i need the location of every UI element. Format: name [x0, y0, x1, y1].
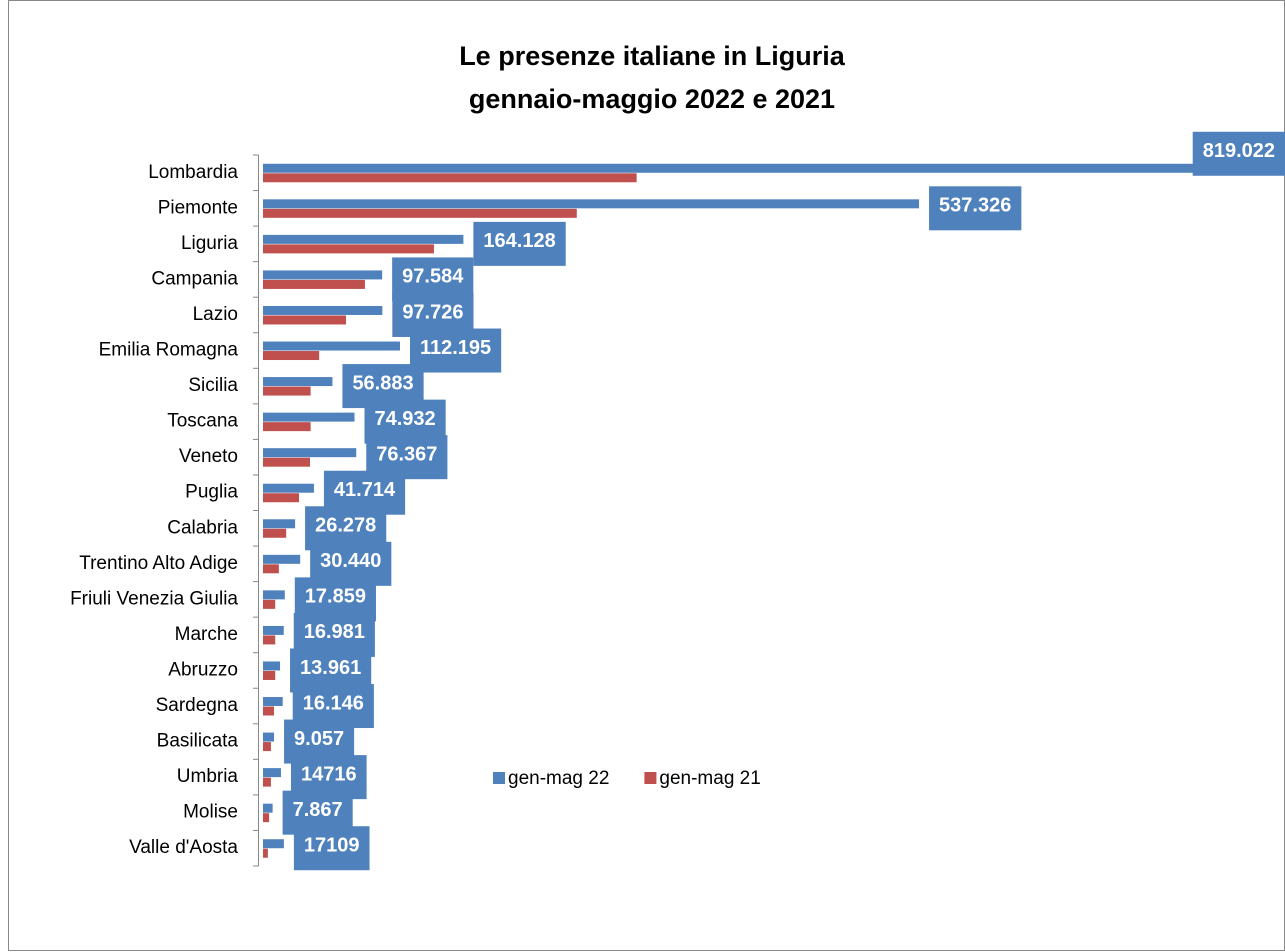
- bar: [263, 625, 284, 635]
- bar: [263, 670, 276, 680]
- data-label: 164.128: [483, 230, 555, 252]
- bar: [263, 697, 283, 707]
- category-label: Piemonte: [158, 197, 238, 218]
- category-label: Campania: [151, 268, 238, 289]
- data-label-box: [473, 221, 566, 266]
- data-label: 17109: [304, 835, 360, 857]
- bar: [263, 448, 357, 458]
- bar: [263, 199, 920, 209]
- bar: [263, 519, 296, 529]
- data-label-box: [409, 328, 502, 373]
- category-label: Friuli Venezia Giulia: [70, 588, 238, 609]
- bar: [263, 163, 1263, 173]
- bar: [263, 706, 274, 716]
- bar: [263, 493, 300, 503]
- data-label: 7.867: [293, 799, 343, 821]
- data-label: 112.195: [420, 337, 491, 359]
- category-label: Toscana: [167, 411, 238, 432]
- bar: [263, 386, 311, 396]
- category-label: Sardegna: [156, 695, 239, 716]
- bar: [263, 234, 464, 244]
- bar: [263, 208, 577, 218]
- data-label: 97.584: [402, 266, 464, 288]
- bar: [263, 635, 276, 645]
- bar: [263, 732, 275, 742]
- data-label: 30.440: [320, 550, 381, 572]
- bar: [263, 270, 383, 280]
- bar: [263, 173, 637, 183]
- data-label-box: [1192, 131, 1285, 176]
- bar: [263, 777, 271, 787]
- category-label: Lombardia: [148, 162, 238, 183]
- category-label: Calabria: [167, 517, 238, 538]
- data-label-box: [929, 186, 1022, 231]
- category-label: Trentino Alto Adige: [79, 553, 238, 574]
- category-label: Veneto: [179, 446, 238, 467]
- category-label: Lazio: [193, 304, 238, 325]
- data-label: 819.022: [1203, 140, 1275, 162]
- data-label: 56.883: [352, 372, 413, 394]
- bar: [263, 599, 276, 609]
- chart-title: gennaio-maggio 2022 e 2021: [469, 84, 835, 114]
- data-label: 97.726: [402, 301, 463, 323]
- bar: [263, 661, 281, 671]
- data-label: 76.367: [376, 443, 437, 465]
- legend-label: gen-mag 21: [659, 768, 760, 789]
- legend-swatch: [644, 772, 657, 784]
- bar: [263, 483, 314, 493]
- bar: [263, 813, 270, 823]
- category-label: Valle d'Aosta: [129, 837, 238, 858]
- bar: [263, 528, 287, 538]
- category-label: Basilicata: [157, 731, 239, 752]
- legend-swatch: [493, 772, 505, 784]
- bar: [263, 554, 301, 564]
- data-label: 14716: [301, 763, 357, 785]
- data-label: 16.146: [303, 692, 364, 714]
- bar: [263, 244, 434, 254]
- bar: [263, 422, 311, 432]
- legend-label: gen-mag 22: [508, 768, 609, 789]
- category-label: Puglia: [185, 482, 238, 503]
- bar: [263, 839, 284, 849]
- data-label: 74.932: [374, 408, 435, 430]
- category-label: Umbria: [177, 766, 239, 787]
- category-label: Molise: [183, 802, 238, 823]
- bar: [263, 564, 279, 574]
- data-label: 41.714: [334, 479, 396, 501]
- bar: [263, 305, 383, 315]
- category-label: Liguria: [181, 233, 238, 254]
- bar: [263, 768, 281, 778]
- bar: [263, 457, 311, 467]
- bar: [263, 590, 285, 600]
- category-label: Sicilia: [188, 375, 238, 396]
- bar: [263, 848, 268, 858]
- category-label: Abruzzo: [168, 659, 238, 680]
- bar: [263, 351, 320, 361]
- data-label: 16.981: [304, 621, 365, 643]
- data-label-box: [293, 826, 370, 871]
- bar: [263, 341, 400, 351]
- data-label: 537.326: [939, 195, 1011, 217]
- chart-title: Le presenze italiane in Liguria: [459, 41, 846, 71]
- data-label: 13.961: [300, 657, 361, 679]
- bar: [263, 412, 355, 422]
- data-label: 9.057: [294, 728, 344, 750]
- bar: [263, 279, 365, 289]
- bar: [263, 803, 273, 813]
- data-label: 26.278: [315, 515, 376, 537]
- category-label: Emilia Romagna: [99, 340, 239, 361]
- data-label: 17.859: [305, 586, 366, 608]
- chart-border: [8, 0, 1285, 951]
- bar: [263, 377, 333, 387]
- bar: [263, 315, 347, 325]
- bar: [263, 742, 271, 752]
- category-label: Marche: [175, 624, 238, 645]
